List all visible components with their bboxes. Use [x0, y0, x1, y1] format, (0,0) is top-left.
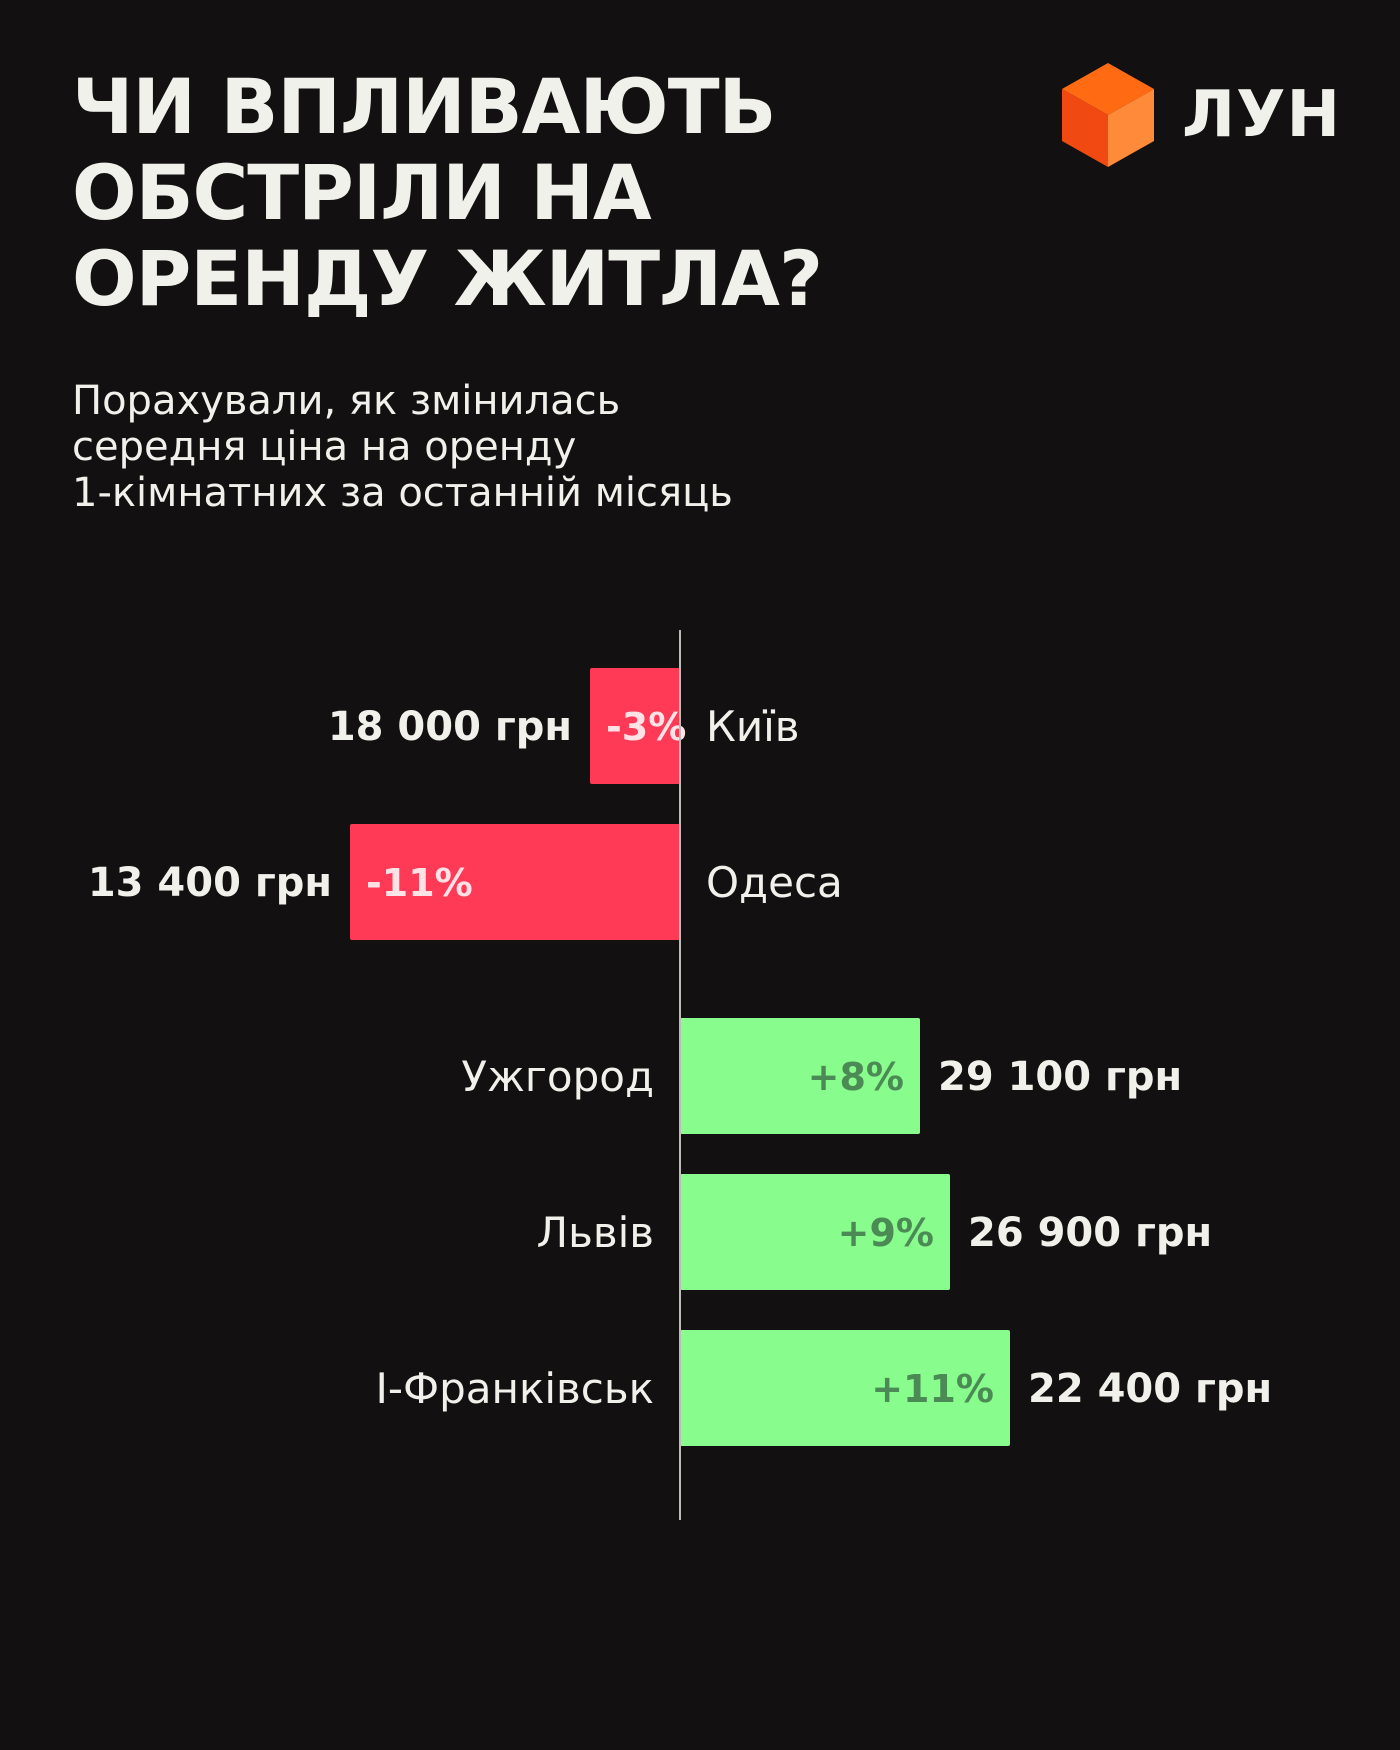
category-label: Одеса — [706, 858, 843, 907]
subtitle-line: Порахували, як змінилась — [72, 378, 621, 424]
title-line: ОБСТРІЛИ НА — [72, 148, 652, 237]
value-label: -3% — [606, 705, 686, 749]
bar — [680, 1330, 1010, 1446]
category-label: Львів — [536, 1208, 654, 1257]
category-label: І-Франківськ — [375, 1364, 654, 1413]
price-label: 26 900 грн — [968, 1210, 1212, 1256]
cube-right-face — [1108, 89, 1154, 167]
value-label: -11% — [366, 861, 473, 905]
price-label: 18 000 грн — [328, 704, 572, 750]
price-label: 29 100 грн — [938, 1054, 1182, 1100]
subtitle-line: 1-кімнатних за останній місяць — [72, 470, 733, 516]
cube-left-face — [1062, 89, 1108, 167]
subtitle: Порахували, як змінилась середня ціна на… — [72, 378, 972, 516]
brand-logo: ЛУН — [1060, 60, 1341, 170]
title-line: ЧИ ВПЛИВАЮТЬ — [72, 62, 776, 151]
bar — [680, 1018, 920, 1134]
value-label: +8% — [808, 1055, 904, 1099]
subtitle-line: середня ціна на оренду — [72, 424, 577, 470]
bar — [350, 824, 680, 940]
brand-name: ЛУН — [1182, 78, 1342, 152]
page-title: ЧИ ВПЛИВАЮТЬ ОБСТРІЛИ НА ОРЕНДУ ЖИТЛА? — [72, 64, 972, 322]
value-label: +11% — [871, 1367, 994, 1411]
value-label: +9% — [838, 1211, 934, 1255]
price-label: 13 400 грн — [88, 860, 332, 906]
bar — [680, 1174, 950, 1290]
bar — [590, 668, 680, 784]
rent-change-chart: -3% 18 000 грн Київ -11% 13 400 грн Одеса +8% 2… — [88, 630, 1272, 1520]
orange-cube-icon — [1062, 63, 1154, 167]
category-label: Київ — [706, 702, 800, 751]
category-label: Ужгород — [461, 1052, 654, 1101]
price-label: 22 400 грн — [1028, 1366, 1272, 1412]
title-line: ОРЕНДУ ЖИТЛА? — [72, 234, 823, 323]
